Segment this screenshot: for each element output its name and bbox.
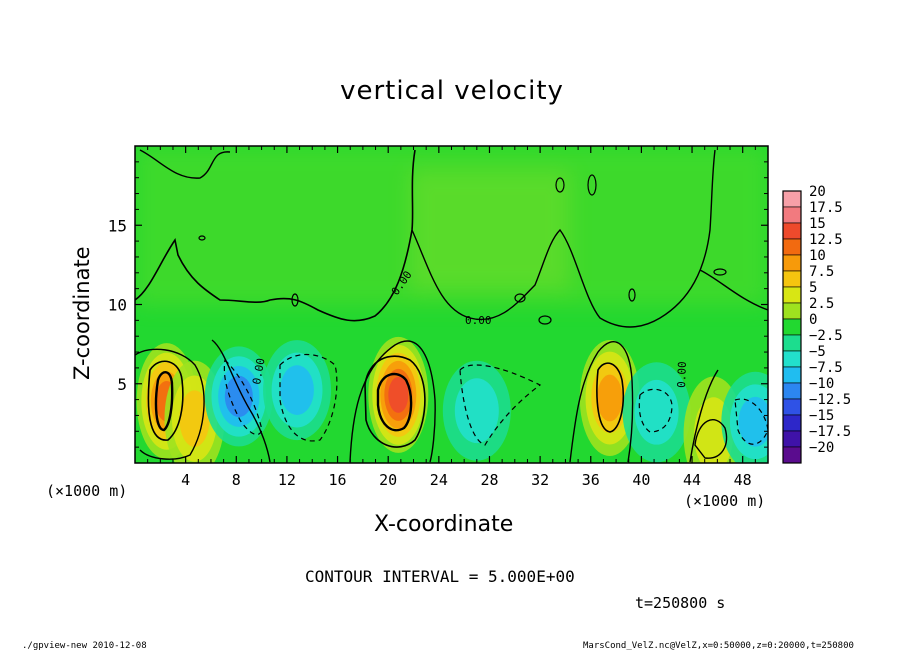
colorbar-label: −12.5 xyxy=(809,392,851,408)
zero-contour-cell-5 xyxy=(689,369,719,463)
colorbar-label: −15 xyxy=(809,408,834,424)
colorbar-swatch xyxy=(782,366,802,384)
cell-3-level-4 xyxy=(224,375,253,418)
cell-7-level-4 xyxy=(597,374,623,422)
x-tick-label: 12 xyxy=(278,471,296,489)
y-axis-label: Z-coordinate xyxy=(70,246,94,380)
colorbar-swatch xyxy=(782,270,802,288)
colorbar-label: −17.5 xyxy=(809,424,851,440)
x-tick-label: 28 xyxy=(480,471,498,489)
positive-contour-1 xyxy=(147,360,184,441)
footer-right: MarsCond_VelZ.nc@VelZ,x=0:50000,z=0:2000… xyxy=(583,641,854,651)
negative-contour-2 xyxy=(279,353,338,442)
small-contour-blobs xyxy=(198,174,727,325)
colorbar-label: 7.5 xyxy=(809,264,834,280)
colorbar-swatch xyxy=(782,430,802,448)
negative-contour-1 xyxy=(223,358,263,435)
cell-6-level-2 xyxy=(454,378,499,444)
contour-interval-text: CONTOUR INTERVAL = 5.000E+00 xyxy=(305,567,575,586)
x-tick-label: 4 xyxy=(181,471,190,489)
negative-contour-4 xyxy=(638,388,673,433)
chart-title: vertical velocity xyxy=(340,76,564,106)
colorbar-label: 12.5 xyxy=(809,232,843,248)
colorbar-label: −7.5 xyxy=(809,360,843,376)
zero-contour-cell-3 xyxy=(349,340,436,463)
zero-contour-top-left xyxy=(139,149,231,179)
colorbar-label: 10 xyxy=(809,248,826,264)
colorbar-swatch xyxy=(782,318,802,336)
colorbar-swatch xyxy=(782,238,802,256)
plot-area: 0.00 0.00 0.00 0.00 4 8 12 16 20 24 28 32 36 40 44… xyxy=(108,145,769,489)
colorbar-label: 15 xyxy=(809,216,826,232)
x-tick-label: 20 xyxy=(379,471,397,489)
colorbar-swatch xyxy=(782,190,802,208)
x-tick-label: 40 xyxy=(632,471,650,489)
x-tick-label: 16 xyxy=(329,471,347,489)
x-tick-label: 24 xyxy=(430,471,448,489)
contour-label-4: 0.00 xyxy=(675,361,689,388)
y-tick-label: 5 xyxy=(117,375,127,394)
x-axis: 4 8 12 16 20 24 28 32 36 40 44 48 xyxy=(147,146,756,489)
colorbar-swatch xyxy=(782,222,802,240)
contour-label-2: 0.00 xyxy=(465,314,492,327)
colorbar-label: −10 xyxy=(809,376,834,392)
cell-10-level-3 xyxy=(738,396,768,447)
x-tick-label: 48 xyxy=(734,471,752,489)
colorbar-swatch xyxy=(782,286,802,304)
colorbar-label: 2.5 xyxy=(809,296,834,312)
x-axis-label: X-coordinate xyxy=(374,512,514,537)
cell-8-level-2 xyxy=(634,379,679,445)
positive-contour-4 xyxy=(376,372,413,432)
colorbar-swatch xyxy=(782,302,802,320)
time-label: t=250800 s xyxy=(635,594,726,612)
negative-contour-3 xyxy=(459,364,542,446)
upper-wash xyxy=(135,146,768,306)
x-unit-label-right: (×1000 m) xyxy=(684,492,766,510)
colorbar-label: −5 xyxy=(809,344,826,360)
colorbar-swatch xyxy=(782,254,802,272)
colorbar-swatch xyxy=(782,206,802,224)
contour-label-3: 0.00 xyxy=(250,357,267,385)
cell-4-level-3 xyxy=(280,365,314,415)
zero-contour-cell-4 xyxy=(569,341,634,463)
colorbar-label: 0 xyxy=(809,312,817,328)
zero-contour-cell-6 xyxy=(694,419,728,459)
cell-5-level-6 xyxy=(388,376,409,413)
y-axis: 5 10 15 xyxy=(108,161,768,448)
colorbar: 2017.51512.5107.552.50−2.5−5−7.5−10−12.5… xyxy=(782,184,851,464)
x-tick-label: 32 xyxy=(531,471,549,489)
contours-layer: 0.00 0.00 0.00 0.00 xyxy=(135,149,768,463)
colorbar-label: 17.5 xyxy=(809,200,843,216)
colorbar-frame xyxy=(782,190,802,464)
zero-contour-mid xyxy=(411,149,716,328)
x-tick-label: 44 xyxy=(683,471,701,489)
negative-contour-5 xyxy=(734,398,768,445)
x-unit-label-left: (×1000 m) xyxy=(46,482,128,500)
zero-contour-cell-2 xyxy=(211,339,271,463)
colorbar-label: −20 xyxy=(809,440,834,456)
positive-contour-2 xyxy=(154,371,174,432)
colorbar-swatch xyxy=(782,350,802,368)
positive-contour-3 xyxy=(364,355,426,448)
colorbar-swatch xyxy=(782,446,802,464)
x-tick-label: 8 xyxy=(232,471,241,489)
footer-left: ./gpview-new 2010-12-08 xyxy=(22,641,147,651)
y-tick-label: 10 xyxy=(108,296,127,315)
colorbar-label: 5 xyxy=(809,280,817,296)
colorbar-swatch xyxy=(782,398,802,416)
colorbar-swatch xyxy=(782,382,802,400)
positive-contour-5 xyxy=(596,362,625,433)
y-tick-label: 15 xyxy=(108,216,127,235)
colorbar-label: −2.5 xyxy=(809,328,843,344)
cell-2-level-3 xyxy=(179,390,210,447)
colorbar-swatch xyxy=(782,414,802,432)
colorbar-swatch xyxy=(782,334,802,352)
colorbar-label: 20 xyxy=(809,184,826,200)
zero-contour-right xyxy=(699,269,768,311)
zero-contour-cell-1 xyxy=(135,348,205,460)
x-tick-label: 36 xyxy=(582,471,600,489)
